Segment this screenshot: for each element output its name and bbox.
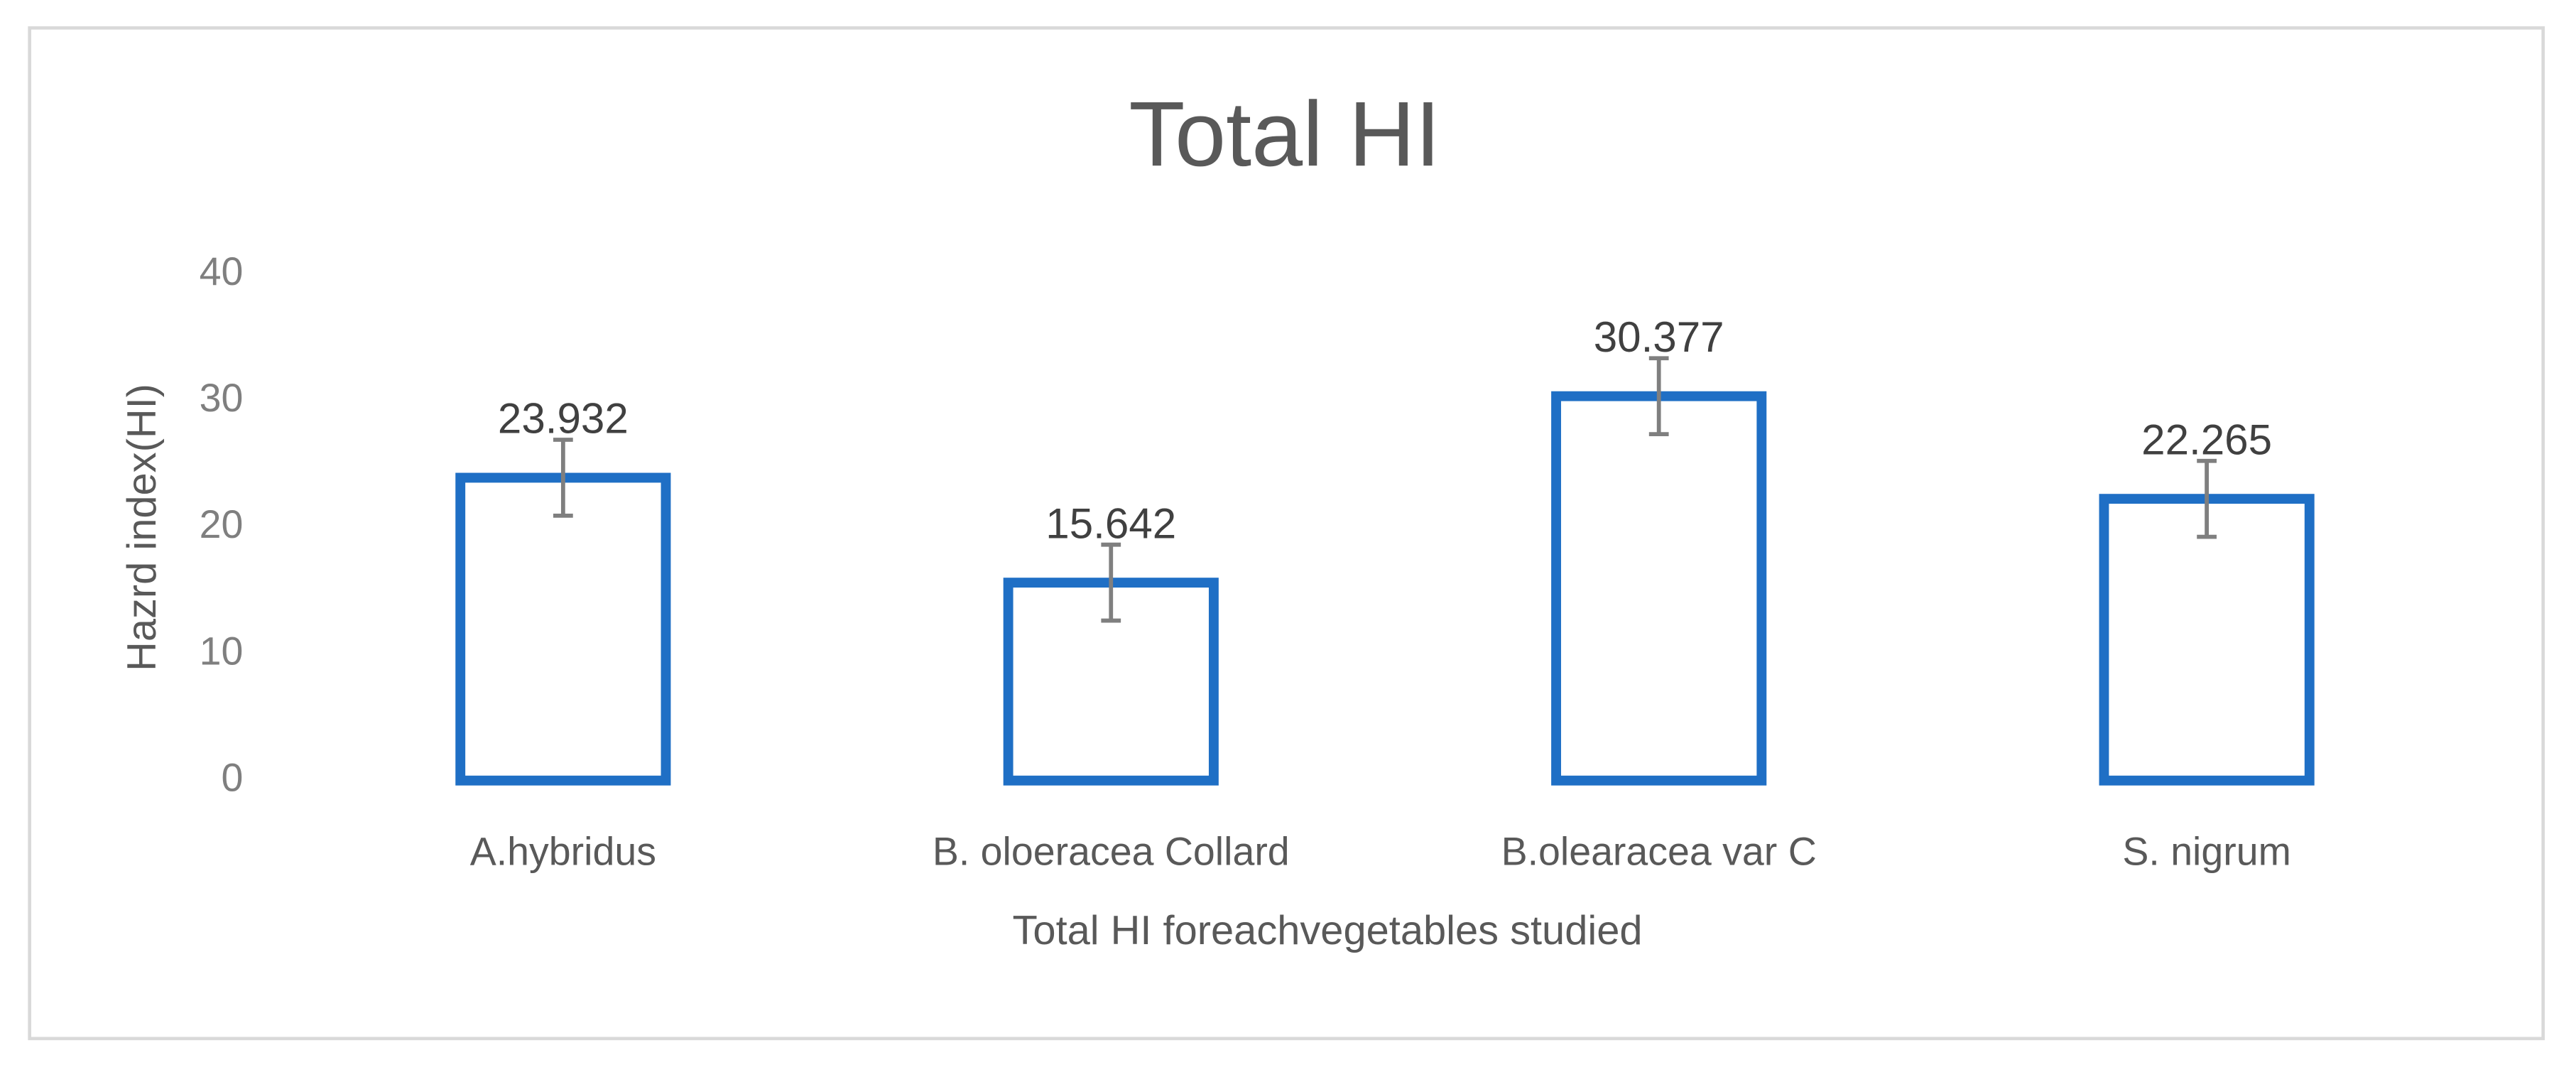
y-tick-label: 20 <box>200 502 244 546</box>
x-tick-label: B. oloeracea Collard <box>933 829 1290 873</box>
y-tick-label: 10 <box>200 629 244 673</box>
value-label: 15.642 <box>1045 499 1176 547</box>
y-tick-label: 0 <box>221 755 243 799</box>
error-bar <box>1101 542 1121 623</box>
x-tick-label: B.olearacea var C <box>1501 829 1817 873</box>
bar <box>2099 494 2315 786</box>
value-label: 23.932 <box>498 395 629 443</box>
error-bar <box>1648 356 1669 437</box>
y-tick-label: 30 <box>200 376 244 420</box>
error-bar <box>2197 458 2217 539</box>
y-tick-label: 40 <box>200 249 244 293</box>
bar <box>1551 391 1767 786</box>
value-label: 22.265 <box>2141 416 2272 463</box>
bar <box>455 472 671 786</box>
value-label: 30.377 <box>1594 313 1724 361</box>
chart-title: Total HI <box>1129 83 1440 185</box>
x-tick-label: A.hybridus <box>470 829 656 873</box>
y-axis-title: Hazrd index(HI) <box>119 384 165 671</box>
x-tick-label: S. nigrum <box>2122 829 2291 873</box>
error-bar <box>553 438 573 518</box>
x-axis-title: Total HI foreachvegetables studied <box>1013 908 1643 953</box>
